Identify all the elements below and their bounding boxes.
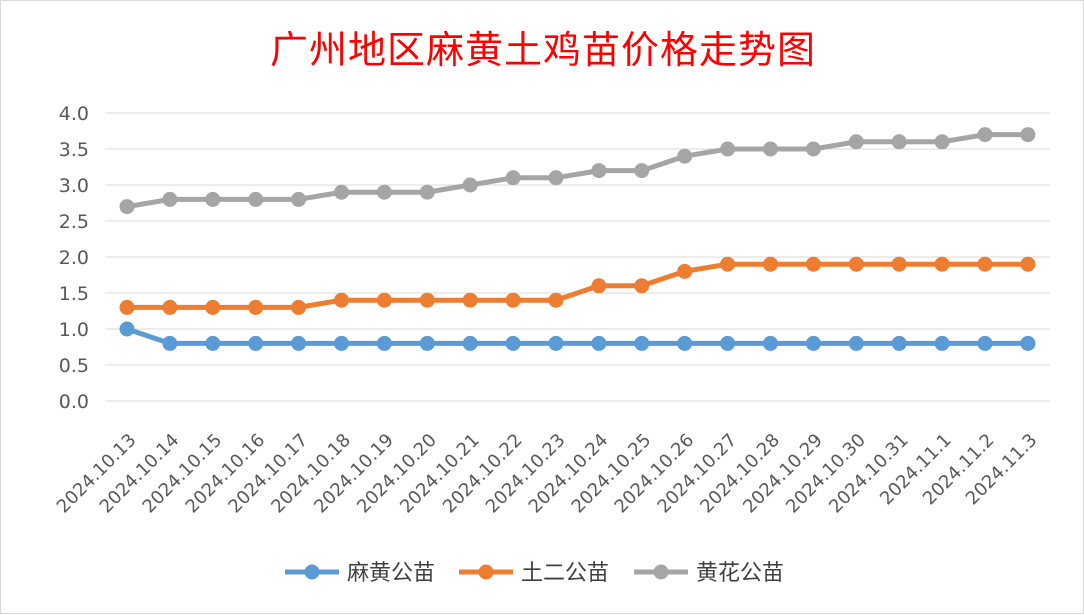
data-point bbox=[1020, 335, 1036, 351]
data-point bbox=[934, 335, 950, 351]
data-point bbox=[805, 256, 821, 272]
data-point bbox=[376, 335, 392, 351]
data-point bbox=[848, 256, 864, 272]
data-point bbox=[462, 177, 478, 193]
x-axis-ticks: 2024.10.132024.10.142024.10.152024.10.16… bbox=[53, 430, 1042, 518]
data-point bbox=[891, 256, 907, 272]
data-point bbox=[677, 263, 693, 279]
legend-item: 土二公苗 bbox=[459, 561, 609, 586]
data-point bbox=[162, 299, 178, 315]
legend-item: 麻黄公苗 bbox=[285, 561, 435, 586]
data-point bbox=[763, 141, 778, 157]
data-point bbox=[934, 256, 950, 272]
chart-title: 广州地区麻黄土鸡苗价格走势图 bbox=[269, 28, 816, 72]
data-point bbox=[376, 184, 392, 200]
data-point bbox=[291, 299, 307, 315]
legend-label: 麻黄公苗 bbox=[347, 561, 435, 586]
data-point bbox=[634, 335, 650, 351]
data-point bbox=[720, 141, 736, 157]
y-tick-label: 1.0 bbox=[59, 319, 89, 341]
data-point bbox=[763, 256, 778, 272]
data-point bbox=[205, 299, 221, 315]
data-point bbox=[205, 335, 221, 351]
data-point bbox=[677, 148, 693, 164]
data-point bbox=[419, 335, 435, 351]
data-point bbox=[291, 191, 307, 207]
data-point bbox=[376, 292, 392, 308]
data-point bbox=[805, 335, 821, 351]
legend-marker bbox=[304, 564, 320, 580]
data-point bbox=[162, 191, 178, 207]
data-point bbox=[334, 292, 349, 308]
data-point bbox=[248, 191, 264, 207]
data-point bbox=[505, 292, 521, 308]
data-point bbox=[505, 170, 521, 186]
data-point bbox=[1020, 256, 1036, 272]
data-point bbox=[591, 163, 607, 179]
data-point bbox=[334, 184, 349, 200]
data-point bbox=[334, 335, 349, 351]
y-tick-label: 0.0 bbox=[59, 391, 89, 413]
data-point bbox=[848, 335, 864, 351]
data-point bbox=[634, 278, 650, 294]
data-point bbox=[248, 335, 264, 351]
legend-marker bbox=[653, 564, 669, 580]
data-point bbox=[462, 335, 478, 351]
series-line bbox=[124, 261, 1031, 310]
legend: 麻黄公苗 土二公苗 黄花公苗 bbox=[285, 561, 784, 586]
data-point bbox=[291, 335, 307, 351]
data-point bbox=[248, 299, 264, 315]
data-point bbox=[891, 335, 907, 351]
series-line bbox=[124, 326, 1031, 346]
y-tick-label: 2.0 bbox=[59, 247, 89, 269]
data-point bbox=[677, 335, 693, 351]
data-point bbox=[1020, 127, 1036, 143]
y-tick-label: 3.5 bbox=[59, 139, 89, 161]
data-point bbox=[591, 335, 607, 351]
series-1 bbox=[119, 321, 1036, 351]
data-point bbox=[119, 199, 135, 215]
data-point bbox=[720, 256, 736, 272]
legend-label: 土二公苗 bbox=[521, 561, 609, 586]
data-point bbox=[548, 335, 564, 351]
legend-item: 黄花公苗 bbox=[634, 561, 784, 586]
y-tick-label: 3.0 bbox=[59, 175, 89, 197]
legend-marker bbox=[478, 564, 494, 580]
data-point bbox=[591, 278, 607, 294]
series-group bbox=[119, 127, 1036, 351]
data-point bbox=[162, 335, 178, 351]
data-point bbox=[763, 335, 778, 351]
data-point bbox=[419, 184, 435, 200]
data-point bbox=[848, 134, 864, 150]
y-axis-ticks: 0.0 0.5 1.0 1.5 2.0 2.5 3.0 3.5 4.0 bbox=[59, 103, 89, 413]
data-point bbox=[548, 170, 564, 186]
data-point bbox=[548, 292, 564, 308]
data-point bbox=[634, 163, 650, 179]
data-point bbox=[119, 299, 135, 315]
data-point bbox=[119, 321, 135, 337]
y-tick-label: 1.5 bbox=[59, 283, 89, 305]
series-3 bbox=[119, 127, 1036, 215]
data-point bbox=[977, 335, 993, 351]
data-point bbox=[720, 335, 736, 351]
y-tick-label: 0.5 bbox=[59, 355, 89, 377]
series-line bbox=[124, 132, 1031, 210]
data-point bbox=[977, 127, 993, 143]
y-tick-label: 2.5 bbox=[59, 211, 89, 233]
legend-label: 黄花公苗 bbox=[696, 561, 784, 586]
series-2 bbox=[119, 256, 1036, 315]
data-point bbox=[934, 134, 950, 150]
data-point bbox=[505, 335, 521, 351]
y-tick-label: 4.0 bbox=[59, 103, 89, 125]
data-point bbox=[419, 292, 435, 308]
gridlines bbox=[105, 112, 1050, 402]
data-point bbox=[977, 256, 993, 272]
data-point bbox=[891, 134, 907, 150]
data-point bbox=[462, 292, 478, 308]
data-point bbox=[805, 141, 821, 157]
data-point bbox=[205, 191, 221, 207]
